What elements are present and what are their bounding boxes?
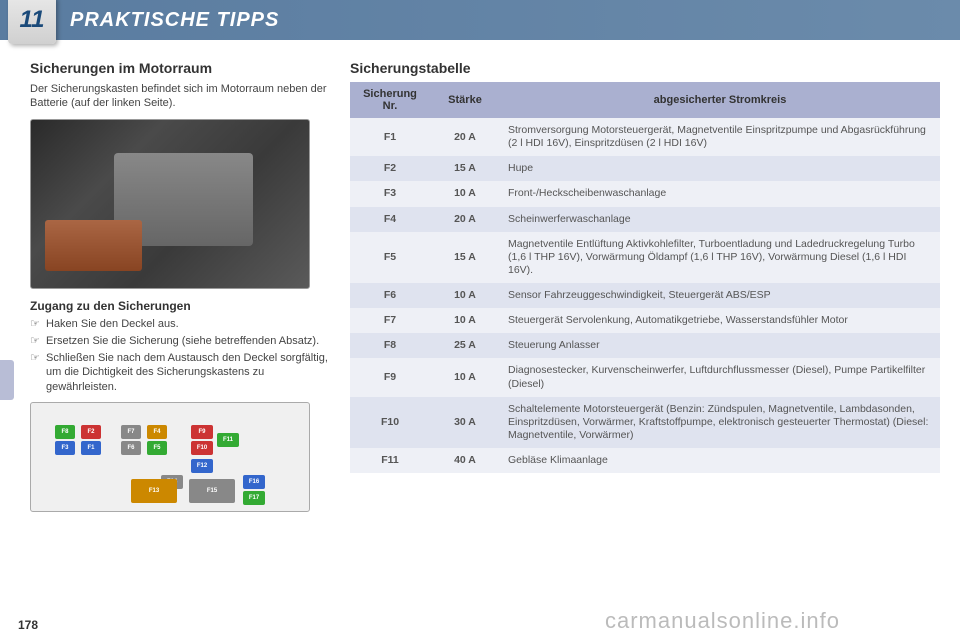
fuse-block: F11 — [217, 433, 239, 447]
bullet-item: Schließen Sie nach dem Austausch den Dec… — [30, 351, 330, 394]
cell-rating: 10 A — [430, 358, 500, 396]
cell-rating: 25 A — [430, 333, 500, 358]
fuse-block: F10 — [191, 441, 213, 455]
cell-circuit: Scheinwerferwaschanlage — [500, 207, 940, 232]
fuse-block: F17 — [243, 491, 265, 505]
cell-nr: F8 — [350, 333, 430, 358]
fuse-block: F7 — [121, 425, 141, 439]
table-row: F1030 ASchaltelemente Motorsteuergerät (… — [350, 397, 940, 448]
table-row: F310 AFront-/Heckscheibenwaschanlage — [350, 181, 940, 206]
cell-rating: 15 A — [430, 232, 500, 283]
fuse-block: F8 — [55, 425, 75, 439]
cell-nr: F10 — [350, 397, 430, 448]
page: 11 PRAKTISCHE TIPPS Sicherungen im Motor… — [0, 0, 960, 640]
cell-nr: F1 — [350, 118, 430, 156]
bullet-list: Haken Sie den Deckel aus. Ersetzen Sie d… — [30, 317, 330, 394]
fuse-block: F2 — [81, 425, 101, 439]
fuse-block: F12 — [191, 459, 213, 473]
bullet-item: Haken Sie den Deckel aus. — [30, 317, 330, 331]
fuse-block: F9 — [191, 425, 213, 439]
right-column: Sicherungstabelle Sicherung Nr. Stärke a… — [350, 60, 940, 512]
chapter-number: 11 — [8, 0, 56, 44]
table-row: F825 ASteuerung Anlasser — [350, 333, 940, 358]
left-column: Sicherungen im Motorraum Der Sicherungsk… — [30, 60, 330, 512]
table-row: F1140 AGebläse Klimaanlage — [350, 448, 940, 473]
fuse-table: Sicherung Nr. Stärke abgesicherter Strom… — [350, 82, 940, 473]
cell-circuit: Diagnosestecker, Kurvenscheinwerfer, Luf… — [500, 358, 940, 396]
cell-nr: F11 — [350, 448, 430, 473]
header-title: PRAKTISCHE TIPPS — [70, 9, 279, 32]
bullet-item: Ersetzen Sie die Sicherung (siehe betref… — [30, 334, 330, 348]
fuse-block: F3 — [55, 441, 75, 455]
cell-circuit: Stromversorgung Motorsteuergerät, Magnet… — [500, 118, 940, 156]
fuse-block: F6 — [121, 441, 141, 455]
cell-rating: 10 A — [430, 283, 500, 308]
col-header-nr: Sicherung Nr. — [350, 82, 430, 118]
table-header-row: Sicherung Nr. Stärke abgesicherter Strom… — [350, 82, 940, 118]
table-row: F610 ASensor Fahrzeuggeschwindigkeit, St… — [350, 283, 940, 308]
cell-rating: 20 A — [430, 118, 500, 156]
table-row: F215 AHupe — [350, 156, 940, 181]
fuse-block: F16 — [243, 475, 265, 489]
table-row: F515 AMagnetventile Entlüftung Aktivkohl… — [350, 232, 940, 283]
cell-circuit: Schaltelemente Motorsteuergerät (Benzin:… — [500, 397, 940, 448]
cell-nr: F5 — [350, 232, 430, 283]
fuse-block: F4 — [147, 425, 167, 439]
side-tab — [0, 360, 14, 400]
cell-circuit: Magnetventile Entlüftung Aktivkohlefilte… — [500, 232, 940, 283]
cell-circuit: Steuergerät Servolenkung, Automatikgetri… — [500, 308, 940, 333]
cell-rating: 10 A — [430, 181, 500, 206]
left-intro: Der Sicherungskasten befindet sich im Mo… — [30, 82, 330, 111]
cell-nr: F7 — [350, 308, 430, 333]
cell-circuit: Steuerung Anlasser — [500, 333, 940, 358]
table-row: F420 AScheinwerferwaschanlage — [350, 207, 940, 232]
cell-nr: F4 — [350, 207, 430, 232]
fuse-block: F13 — [131, 479, 177, 503]
cell-nr: F3 — [350, 181, 430, 206]
cell-nr: F2 — [350, 156, 430, 181]
fuse-block: F5 — [147, 441, 167, 455]
left-title: Sicherungen im Motorraum — [30, 60, 330, 76]
engine-photo — [30, 119, 310, 289]
page-number: 178 — [18, 618, 38, 632]
fuse-block: F1 — [81, 441, 101, 455]
table-row: F120 AStromversorgung Motorsteuergerät, … — [350, 118, 940, 156]
content: Sicherungen im Motorraum Der Sicherungsk… — [0, 40, 960, 522]
cell-circuit: Front-/Heckscheibenwaschanlage — [500, 181, 940, 206]
col-header-circuit: abgesicherter Stromkreis — [500, 82, 940, 118]
cell-circuit: Gebläse Klimaanlage — [500, 448, 940, 473]
access-heading: Zugang zu den Sicherungen — [30, 299, 330, 313]
col-header-rating: Stärke — [430, 82, 500, 118]
cell-rating: 20 A — [430, 207, 500, 232]
cell-nr: F9 — [350, 358, 430, 396]
cell-rating: 30 A — [430, 397, 500, 448]
cell-rating: 15 A — [430, 156, 500, 181]
cell-circuit: Hupe — [500, 156, 940, 181]
table-title: Sicherungstabelle — [350, 60, 940, 76]
fuse-diagram: F8F3F2F1F7F6F4F5F9F10F11F12F14F13F15F16F… — [30, 402, 310, 512]
watermark: carmanualsonline.info — [605, 608, 840, 634]
table-row: F710 ASteuergerät Servolenkung, Automati… — [350, 308, 940, 333]
cell-rating: 40 A — [430, 448, 500, 473]
page-header: 11 PRAKTISCHE TIPPS — [0, 0, 960, 40]
fuse-block: F15 — [189, 479, 235, 503]
table-row: F910 ADiagnosestecker, Kurvenscheinwerfe… — [350, 358, 940, 396]
cell-nr: F6 — [350, 283, 430, 308]
cell-rating: 10 A — [430, 308, 500, 333]
cell-circuit: Sensor Fahrzeuggeschwindigkeit, Steuerge… — [500, 283, 940, 308]
